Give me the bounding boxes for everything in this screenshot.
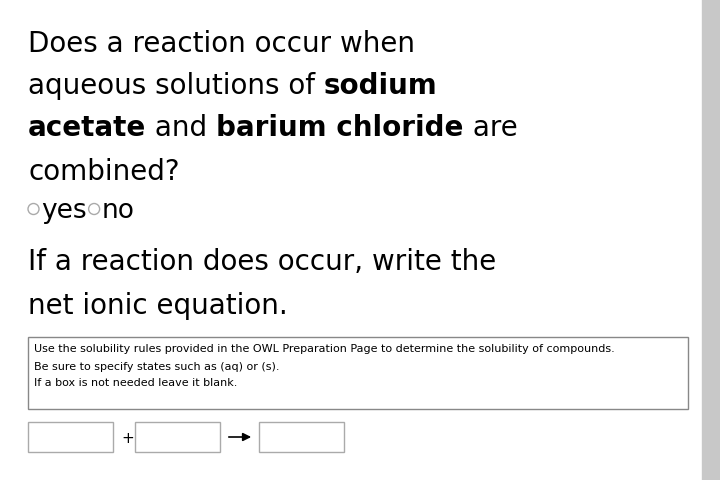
Text: Use the solubility rules provided in the OWL Preparation Page to determine the s: Use the solubility rules provided in the… [34,343,615,353]
Text: aqueous solutions of: aqueous solutions of [28,72,324,100]
Bar [702,0,720,480]
Text: Does a reaction occur when: Does a reaction occur when [28,30,415,58]
Text: net ionic equation.: net ionic equation. [28,291,288,319]
Bar [28,422,113,452]
Text: If a reaction does occur, write the: If a reaction does occur, write the [28,248,496,276]
Circle shape [89,204,99,215]
Circle shape [28,204,39,215]
Text: sodium: sodium [324,72,438,100]
Text: +: + [121,430,134,445]
Text: barium chloride: barium chloride [216,114,464,142]
Bar [28,337,688,409]
Text: no: no [102,198,135,224]
Text: acetate: acetate [28,114,146,142]
Text: and: and [146,114,216,142]
Bar [135,422,220,452]
Text: Be sure to specify states such as (aq) or (s).: Be sure to specify states such as (aq) o… [34,361,279,371]
Text: yes: yes [41,198,86,224]
Text: combined?: combined? [28,157,179,186]
Text: are: are [464,114,518,142]
Bar [259,422,344,452]
Text: If a box is not needed leave it blank.: If a box is not needed leave it blank. [34,377,238,387]
